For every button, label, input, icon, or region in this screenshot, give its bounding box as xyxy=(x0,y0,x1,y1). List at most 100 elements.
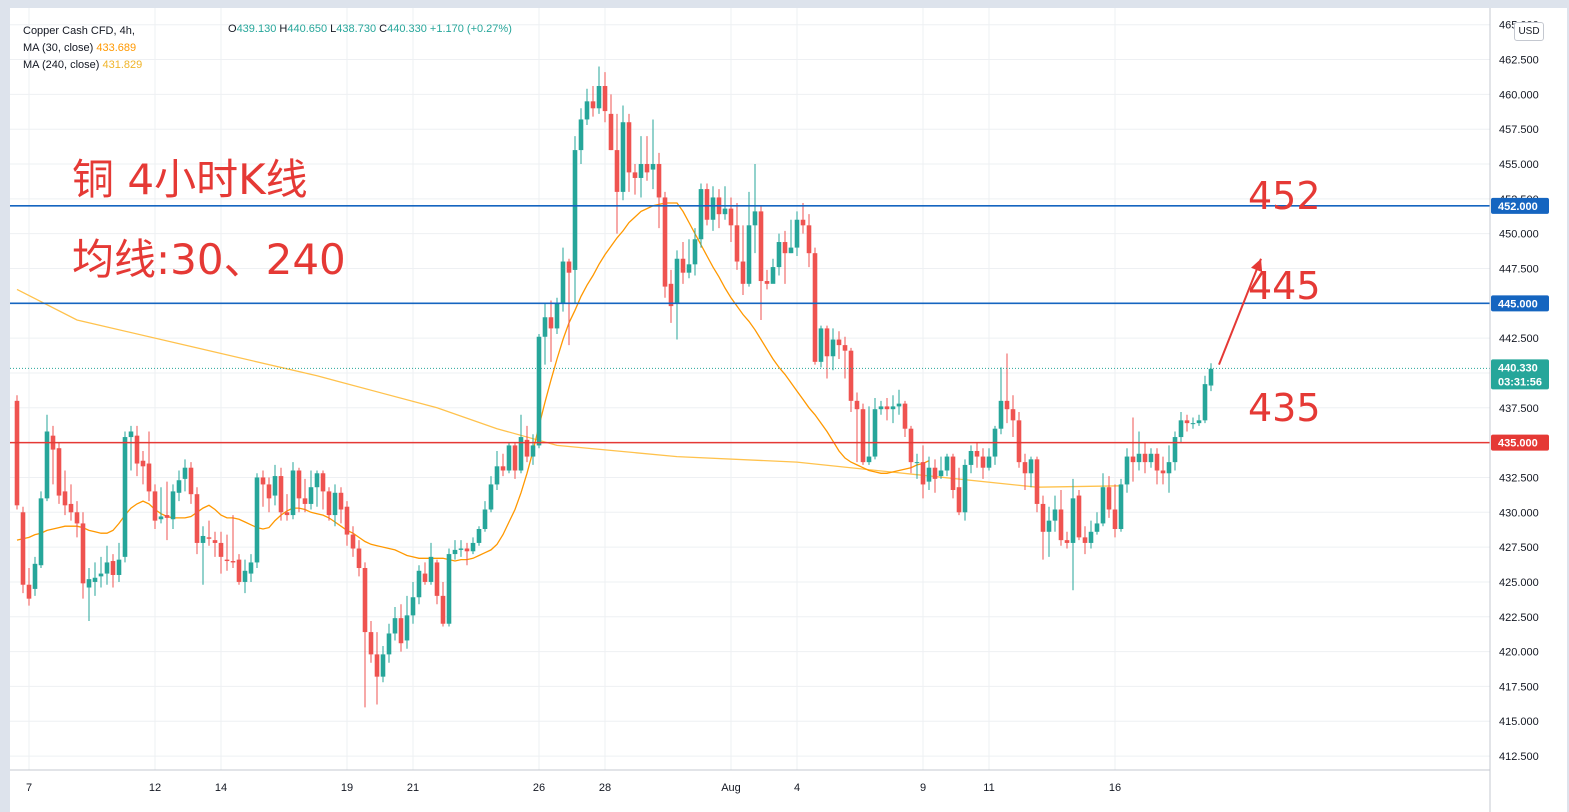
close-value: 440.330 xyxy=(387,23,427,35)
candle-body xyxy=(404,615,410,641)
candle-body xyxy=(1094,523,1100,532)
y-tick-label: 412.500 xyxy=(1499,751,1539,763)
candle-body xyxy=(104,562,110,574)
candle-body xyxy=(344,506,350,535)
candle-body xyxy=(56,448,62,496)
candle-body xyxy=(182,467,188,479)
candle-body xyxy=(38,498,44,566)
x-tick-label: 12 xyxy=(149,782,161,794)
candle-body xyxy=(1172,437,1178,463)
candle-body xyxy=(938,470,944,477)
candle-body xyxy=(530,445,536,457)
candle-body xyxy=(680,258,686,273)
y-tick-label: 420.000 xyxy=(1499,647,1539,659)
candle-body xyxy=(860,409,866,463)
candle-body xyxy=(512,445,518,471)
candle-body xyxy=(884,406,890,410)
candle-body xyxy=(1034,459,1040,504)
candle-body xyxy=(1022,462,1028,474)
currency-button[interactable]: USD xyxy=(1514,22,1544,41)
candle-body xyxy=(248,562,254,574)
candle-body xyxy=(950,456,956,490)
candle-body xyxy=(1040,503,1046,532)
candle-body xyxy=(98,573,104,577)
candle-body xyxy=(608,113,614,151)
candle-body xyxy=(752,211,758,226)
candle-body xyxy=(1154,453,1160,471)
candle-body xyxy=(878,406,884,410)
candlestick-chart[interactable]: 412.500 415.000 417.500 420.000 422.500 425.0… xyxy=(10,8,1567,812)
candle-body xyxy=(572,150,578,270)
candle-body xyxy=(584,101,590,120)
y-tick-label: 432.500 xyxy=(1499,472,1539,484)
y-tick-label: 417.500 xyxy=(1499,681,1539,693)
candle-body xyxy=(146,463,152,492)
candle-body xyxy=(800,219,806,226)
x-tick-label: 16 xyxy=(1109,782,1121,794)
candle-body xyxy=(902,403,908,429)
high-key: H xyxy=(279,23,288,35)
candle-body xyxy=(1148,453,1154,463)
candle-body xyxy=(1064,540,1070,543)
candle-body xyxy=(1082,537,1088,543)
candle-body xyxy=(1070,498,1076,543)
candle-body xyxy=(1208,368,1214,386)
candle-body xyxy=(290,470,296,516)
candle-body xyxy=(152,491,158,521)
candle-body xyxy=(308,487,314,504)
x-tick-label: 19 xyxy=(341,782,353,794)
candle-body xyxy=(458,548,464,550)
price-tag-445.000 xyxy=(1491,295,1549,312)
candle-body xyxy=(1136,453,1142,463)
candle-body xyxy=(20,512,26,585)
candle-body xyxy=(1142,453,1148,463)
candle-body xyxy=(722,208,728,215)
high-value: 440.650 xyxy=(287,23,328,35)
candle-body xyxy=(32,563,38,589)
candle-body xyxy=(68,503,74,513)
price-tag-435.000 xyxy=(1491,434,1549,451)
candle-body xyxy=(890,406,896,410)
candle-body xyxy=(134,435,140,464)
x-tick-label: 7 xyxy=(26,782,32,794)
candle-body xyxy=(140,460,146,467)
ma240-legend: MA (240, close) 431.829 xyxy=(23,57,142,74)
candle-body xyxy=(62,491,68,506)
candle-body xyxy=(116,559,122,575)
candle-body xyxy=(758,211,764,282)
candle-body xyxy=(326,491,332,516)
open-value: 439.130 xyxy=(236,23,277,35)
candle-body xyxy=(932,467,938,479)
candle-body xyxy=(1160,470,1166,474)
candle-body xyxy=(872,409,878,457)
ma30-value: 433.689 xyxy=(96,42,137,54)
trend-arrow-head xyxy=(1250,258,1263,273)
candle-body xyxy=(824,328,830,357)
candle-body xyxy=(794,219,800,248)
low-key: L xyxy=(330,23,337,35)
candle-body xyxy=(476,529,482,543)
candle-body xyxy=(914,462,920,464)
candle-body xyxy=(170,491,176,520)
candle-body xyxy=(590,101,596,109)
candle-body xyxy=(86,579,92,588)
y-tick-label: 415.000 xyxy=(1499,716,1539,728)
x-tick-label: 11 xyxy=(983,782,994,794)
candle-body xyxy=(494,466,500,485)
annotation-level-445: 445 xyxy=(1248,264,1321,308)
candle-body xyxy=(596,86,602,109)
candle-body xyxy=(974,450,980,457)
candle-body xyxy=(566,261,572,273)
candle-body xyxy=(728,208,734,226)
candle-body xyxy=(422,573,428,582)
candle-body xyxy=(110,561,116,575)
y-tick-label: 460.000 xyxy=(1499,89,1539,101)
candle-body xyxy=(662,197,668,287)
candle-body xyxy=(944,456,950,471)
candle-body xyxy=(428,556,434,582)
candle-body xyxy=(1046,520,1052,532)
candle-body xyxy=(1178,420,1184,438)
chart-legend: Copper Cash CFD, 4h, MA (30, close) 433.… xyxy=(23,23,142,74)
candle-body xyxy=(806,225,812,254)
candle-body xyxy=(398,618,404,644)
